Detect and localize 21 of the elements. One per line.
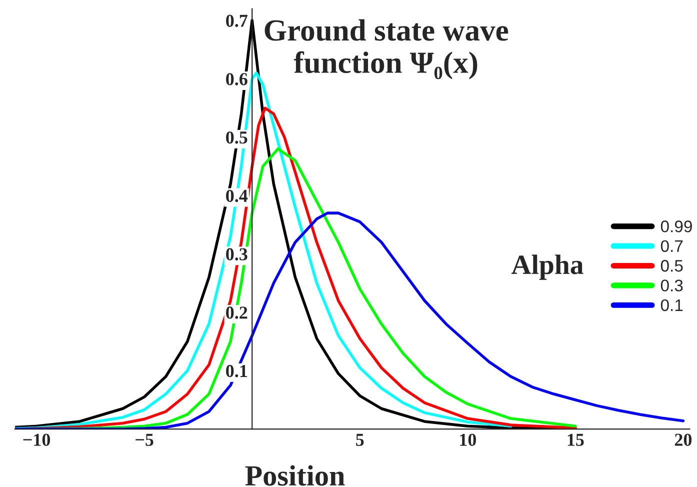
y-tick-label: 0.6: [226, 73, 248, 86]
x-tick-label: 5: [356, 434, 364, 446]
y-tick-label: 0.5: [226, 131, 248, 144]
legend-label: 0.99: [660, 220, 692, 232]
legend-title: Alpha: [511, 254, 584, 280]
legend-label: 0.3: [660, 280, 683, 292]
y-tick-label: 0.2: [226, 306, 248, 319]
y-tick-label: 0.4: [226, 190, 248, 202]
y-tick-label: 0.1: [226, 364, 247, 378]
legend-label: 0.7: [660, 240, 683, 252]
legend-label: 0.1: [660, 299, 683, 312]
legend-label: 0.5: [660, 260, 683, 272]
text: Ground state wave function Ψ₀(x): [264, 19, 508, 80]
x-tick-label: −5: [136, 434, 154, 446]
x-tick-label: 15: [568, 434, 584, 446]
x-tick-label: 20: [674, 434, 692, 446]
x-axis-title: Position: [245, 465, 345, 486]
x-tick-label: 10: [460, 434, 476, 446]
x-tick-label: −10: [23, 434, 50, 446]
y-tick-label: 0.7: [226, 14, 248, 27]
y-tick-label: 0.3: [226, 248, 248, 260]
